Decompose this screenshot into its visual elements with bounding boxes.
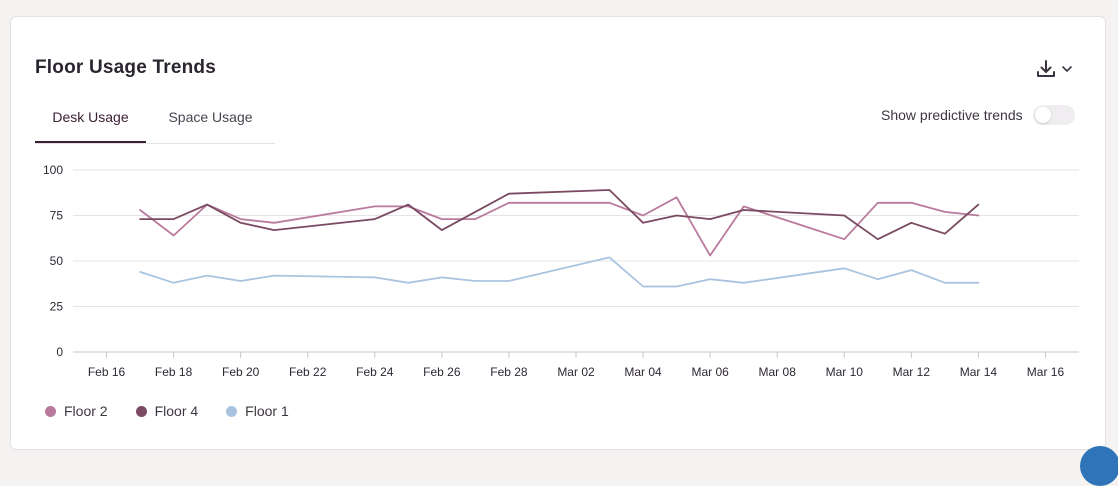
x-tick-label: Mar 08 xyxy=(759,365,797,379)
legend-label: Floor 2 xyxy=(64,403,108,419)
x-tick-label: Feb 16 xyxy=(88,365,126,379)
x-tick-label: Feb 28 xyxy=(490,365,528,379)
x-tick-label: Mar 14 xyxy=(960,365,998,379)
y-tick-label: 0 xyxy=(56,345,63,359)
predictive-trends-label: Show predictive trends xyxy=(881,107,1023,123)
y-tick-label: 25 xyxy=(50,300,64,314)
x-tick-label: Feb 20 xyxy=(222,365,260,379)
y-tick-label: 50 xyxy=(50,254,64,268)
x-tick-label: Mar 16 xyxy=(1027,365,1065,379)
download-icon[interactable] xyxy=(1035,58,1057,80)
legend-item-floor-1[interactable]: Floor 1 xyxy=(226,403,289,419)
legend-label: Floor 4 xyxy=(154,403,199,419)
predictive-trends-control: Show predictive trends xyxy=(881,105,1075,125)
card-title: Floor Usage Trends xyxy=(35,57,216,78)
legend-item-floor-2[interactable]: Floor 2 xyxy=(45,403,108,419)
line-chart: 0 25 50 75 100 Feb 16 Feb 18 Feb 20 Feb 22 Feb 24… xyxy=(43,163,1079,379)
series-line-floor-2 xyxy=(139,196,980,257)
usage-tabs: Desk Usage Space Usage xyxy=(35,99,275,144)
x-tick-label: Feb 24 xyxy=(356,365,394,379)
help-bubble[interactable] xyxy=(1080,446,1118,486)
download-menu-button[interactable] xyxy=(1035,57,1085,81)
x-tick-label: Mar 12 xyxy=(893,365,931,379)
y-tick-label: 100 xyxy=(43,163,63,177)
series-line-floor-1 xyxy=(139,256,980,288)
x-tick-label: Feb 22 xyxy=(289,365,327,379)
legend-label: Floor 1 xyxy=(245,403,289,419)
legend-item-floor-4[interactable]: Floor 4 xyxy=(135,403,199,419)
legend-swatch-floor-4 xyxy=(135,405,147,417)
y-tick-label: 75 xyxy=(50,209,64,223)
x-tick-label: Mar 02 xyxy=(557,365,595,379)
chart-legend: Floor 2 Floor 4 Floor 1 xyxy=(45,403,289,419)
x-tick-label: Mar 06 xyxy=(691,365,729,379)
tab-desk-usage[interactable]: Desk Usage xyxy=(35,99,146,143)
x-tick-label: Feb 18 xyxy=(155,365,193,379)
x-tick-label: Mar 04 xyxy=(624,365,662,379)
toggle-knob[interactable] xyxy=(1034,107,1051,123)
series-line-floor-4 xyxy=(139,189,980,241)
floor-usage-card: Floor Usage Trends Desk Usage Space Usag… xyxy=(10,16,1106,450)
x-tick-label: Feb 26 xyxy=(423,365,461,379)
predictive-trends-toggle[interactable] xyxy=(1032,105,1075,125)
legend-swatch-floor-1 xyxy=(226,405,238,417)
tab-space-usage[interactable]: Space Usage xyxy=(168,109,253,125)
x-tick-label: Mar 10 xyxy=(826,365,864,379)
legend-swatch-floor-2 xyxy=(45,405,56,417)
chevron-down-icon[interactable] xyxy=(1061,63,1073,75)
